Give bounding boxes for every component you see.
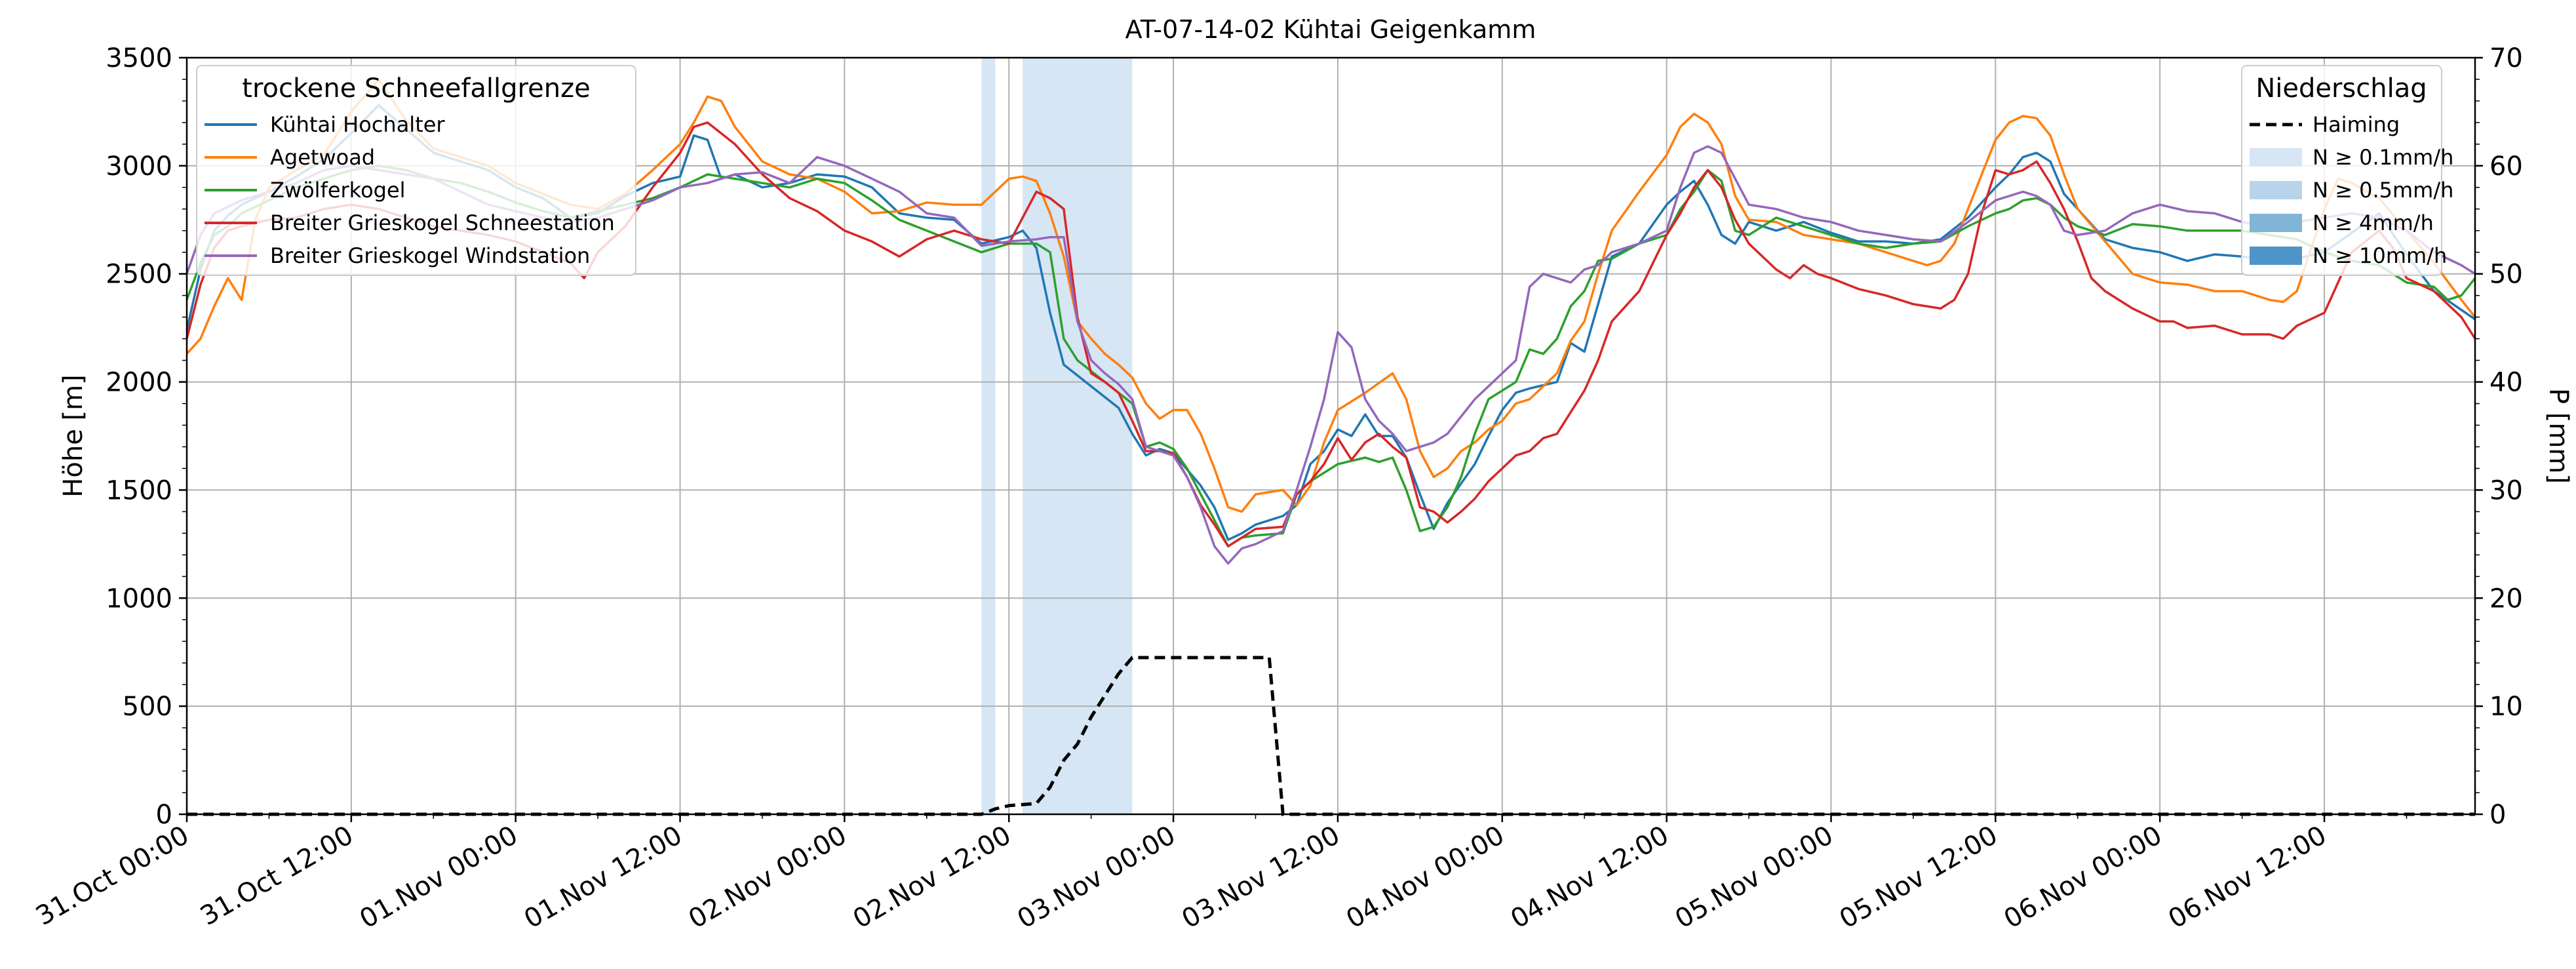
y-right-tick-label-6: 60 [2489,151,2523,182]
x-tick-label-1: 31.Oct 12:00 [195,820,359,932]
x-tick-label-2: 01.Nov 00:00 [355,820,523,935]
y-right-tick-label-2: 20 [2489,583,2523,614]
y-tick-label-4: 2000 [106,368,172,398]
series-line-3 [185,121,2476,547]
x-tick-label-12: 06.Nov 00:00 [1999,820,2168,935]
x-tick-label-13: 06.Nov 12:00 [2164,820,2332,935]
y-tick-label-7: 3500 [106,43,172,73]
y-right-tick-label-1: 10 [2489,692,2523,722]
legend-left-label-0: Kühtai Hochalter [270,112,445,137]
precip-line-haiming [187,656,2475,816]
legend-right-label-3: N ≥ 4mm/h [2313,210,2434,235]
precip-line [187,656,2475,816]
x-tick-label-3: 01.Nov 12:00 [519,820,688,935]
legend-right-label-1: N ≥ 0.1mm/h [2313,145,2453,170]
y-right-tick-label-3: 30 [2489,475,2523,505]
legend-right-title: Niederschlag [2255,73,2427,104]
y-tick-label-0: 0 [156,800,172,830]
plot-frame [185,56,2476,816]
x-tick-label-10: 05.Nov 00:00 [1670,820,1839,935]
chart-title: AT-07-14-02 Kühtai Geigenkamm [1125,15,1536,44]
x-tick-label-5: 02.Nov 12:00 [848,820,1017,935]
series-line-4 [185,145,2476,565]
x-tick-label-0: 31.Oct 00:00 [31,820,194,932]
precip-bands [981,58,1133,814]
legend-right-label-4: N ≥ 10mm/h [2313,243,2447,268]
y-axis-left: 0 500 1000 1500 2000 2500 3000 3500 [106,43,187,830]
legend-left-box [196,65,636,276]
y-axis-right: 0 10 20 30 40 50 60 70 [2475,43,2523,830]
x-tick-label-4: 02.Nov 00:00 [684,820,852,935]
y-right-tick-label-4: 40 [2489,368,2523,398]
precip-band-0 [981,58,996,814]
x-tick-label-9: 04.Nov 12:00 [1506,820,1674,935]
y-right-tick-label-5: 50 [2489,260,2523,290]
legend-right-label-0: Haiming [2313,112,2400,137]
series-line-1 [185,78,2476,513]
legend-left-label-2: Zwölferkogel [270,178,406,203]
y-right-tick-label-0: 0 [2489,800,2506,830]
y-right-tick-label-7: 70 [2489,43,2523,73]
y-tick-label-1: 500 [123,692,172,722]
y-axis-label: Höhe [m] [58,374,88,497]
legend-right-swatch-3 [2250,214,2302,232]
y-axis-right-label: P [mm] [2543,388,2573,484]
legend-left-title: trockene Schneefallgrenze [242,73,590,104]
y-tick-label-3: 1500 [106,475,172,505]
series-lines [185,78,2476,565]
y-tick-label-5: 2500 [106,260,172,290]
x-tick-label-6: 03.Nov 00:00 [1013,820,1181,935]
precip-band-1 [1023,58,1037,814]
legend-left-label-4: Breiter Grieskogel Windstation [270,243,590,268]
x-tick-label-7: 03.Nov 12:00 [1177,820,1345,935]
legend-right-swatch-2 [2250,181,2302,199]
legend-left-label-3: Breiter Grieskogel Schneestation [270,210,615,235]
y-tick-label-2: 1000 [106,583,172,614]
legend-right-swatch-4 [2250,247,2302,265]
legend-right-label-2: N ≥ 0.5mm/h [2313,178,2453,203]
x-tick-label-8: 04.Nov 00:00 [1341,820,1510,935]
legend-right-swatch-1 [2250,148,2302,167]
legend-left: trockene Schneefallgrenze Kühtai Hochalte… [196,65,636,276]
y-tick-label-6: 3000 [106,151,172,182]
x-tick-label-11: 05.Nov 12:00 [1835,820,2003,935]
legend-right: Niederschlag Haiming N ≥ 0.1mm/h N ≥ 0.5mm/… [2241,65,2453,276]
precip-band-2 [1036,58,1133,814]
legend-left-label-1: Agetwoad [270,145,375,170]
